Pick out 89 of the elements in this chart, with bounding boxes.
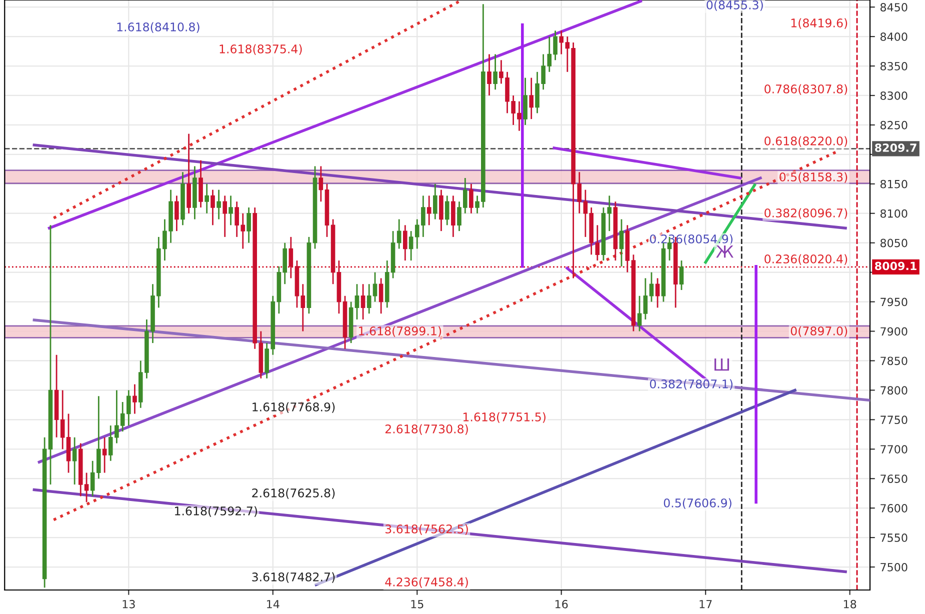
annotation: 0(8455.3) bbox=[706, 0, 763, 11]
x-tick-label: 18 bbox=[844, 600, 856, 608]
annotation: 1(8419.6) bbox=[791, 18, 848, 29]
candlestick bbox=[637, 295, 642, 332]
candlestick bbox=[72, 436, 77, 486]
candlestick bbox=[529, 77, 534, 120]
candlestick bbox=[402, 224, 408, 262]
candlestick bbox=[372, 272, 378, 302]
x-tick-label: 16 bbox=[556, 600, 568, 608]
candlestick bbox=[204, 183, 209, 214]
candlestick bbox=[655, 278, 660, 308]
y-tick-label: 7600 bbox=[880, 504, 908, 512]
y-tick-label: 7950 bbox=[880, 298, 908, 306]
candlestick bbox=[174, 194, 179, 232]
annotation: 1.618(7899.1) bbox=[359, 326, 442, 337]
x-tick-label: 15 bbox=[411, 600, 424, 608]
candlestick bbox=[132, 384, 137, 414]
candlestick bbox=[649, 272, 654, 302]
candlestick bbox=[222, 194, 228, 238]
y-tick-label: 8300 bbox=[880, 91, 908, 100]
candlestick bbox=[366, 283, 372, 314]
candlestick bbox=[643, 278, 648, 320]
candlestick bbox=[451, 194, 456, 238]
annotation: 0.382(8096.7) bbox=[764, 208, 848, 219]
ref-line-label: 8009.1 bbox=[875, 262, 916, 270]
annotation: 2.618(7730.8) bbox=[385, 424, 468, 435]
candlestick bbox=[354, 283, 360, 320]
candlestick bbox=[102, 436, 107, 474]
y-tick-label: 7500 bbox=[880, 562, 908, 572]
candlestick bbox=[487, 54, 492, 96]
candlestick bbox=[493, 54, 498, 90]
annotation: 0(7897.0) bbox=[790, 326, 848, 337]
candlestick bbox=[318, 166, 324, 202]
y-tick-label: 7900 bbox=[880, 327, 908, 336]
annotation: 1.618(7751.5) bbox=[463, 412, 546, 423]
annotation: 0.5(8158.3) bbox=[780, 172, 848, 183]
y-tick-label: 7650 bbox=[880, 474, 908, 483]
candlestick bbox=[426, 194, 432, 226]
y-tick-label: 8050 bbox=[880, 238, 908, 248]
annotation: 4.236(7458.4) bbox=[385, 577, 468, 588]
candlestick bbox=[408, 230, 414, 262]
y-tick-label: 7750 bbox=[880, 416, 908, 424]
x-tick-label: 17 bbox=[700, 600, 712, 608]
annotation: 1.618(8375.4) bbox=[220, 44, 302, 55]
annotation: 3.618(7482.7) bbox=[252, 572, 335, 583]
candlestick bbox=[679, 260, 684, 291]
x-tick-label: 13 bbox=[122, 600, 135, 608]
candlestick bbox=[523, 77, 528, 126]
y-tick-label: 8400 bbox=[880, 32, 908, 41]
annotation: 3.618(7562.5) bbox=[385, 524, 468, 535]
x-tick-label: 14 bbox=[267, 600, 280, 608]
y-tick-label: 8150 bbox=[880, 180, 908, 188]
candlestick bbox=[186, 133, 191, 214]
y-tick-label: 8350 bbox=[880, 62, 908, 70]
y-tick-label: 7850 bbox=[880, 356, 908, 366]
y-tick-label: 8450 bbox=[880, 3, 908, 12]
annotation: 1.618(7592.7) bbox=[175, 506, 258, 517]
annotation: 2.618(7625.8) bbox=[252, 488, 335, 499]
candlestick bbox=[559, 30, 564, 55]
annotation: 0.786(8307.8) bbox=[764, 84, 848, 95]
candlestick bbox=[439, 189, 444, 232]
y-tick-label: 7550 bbox=[880, 534, 908, 542]
candlestick bbox=[360, 283, 366, 320]
annotation: 0.5(7606.9) bbox=[664, 498, 732, 509]
candlestick bbox=[619, 218, 624, 268]
candlestick bbox=[378, 278, 384, 314]
annotation: 0.382(7807.1) bbox=[650, 379, 732, 390]
annotation: 1.618(8410.8) bbox=[117, 22, 200, 33]
candlestick bbox=[432, 183, 438, 220]
annotation: Ш bbox=[714, 358, 730, 371]
candlestick bbox=[210, 189, 215, 226]
candlestick bbox=[396, 218, 402, 250]
candlestick bbox=[469, 183, 474, 214]
candlestick bbox=[246, 206, 251, 244]
annotation: Ж bbox=[716, 245, 734, 258]
annotation: 0.236(8020.4) bbox=[764, 254, 848, 265]
y-tick-label: 8250 bbox=[880, 120, 908, 130]
candlestick bbox=[444, 194, 450, 226]
y-tick-label: 7700 bbox=[880, 445, 908, 454]
annotation: 0.618(8220.0) bbox=[764, 136, 848, 147]
candlestick bbox=[288, 236, 294, 279]
ref-line-label: 8209.7 bbox=[875, 144, 916, 152]
candlestick bbox=[216, 189, 221, 220]
candlestick bbox=[595, 224, 600, 262]
annotation: 1.618(7768.9) bbox=[252, 402, 335, 413]
candlestick bbox=[228, 194, 233, 226]
candlestick bbox=[198, 160, 203, 208]
y-tick-label: 8100 bbox=[880, 209, 908, 218]
y-tick-label: 7800 bbox=[880, 386, 908, 395]
